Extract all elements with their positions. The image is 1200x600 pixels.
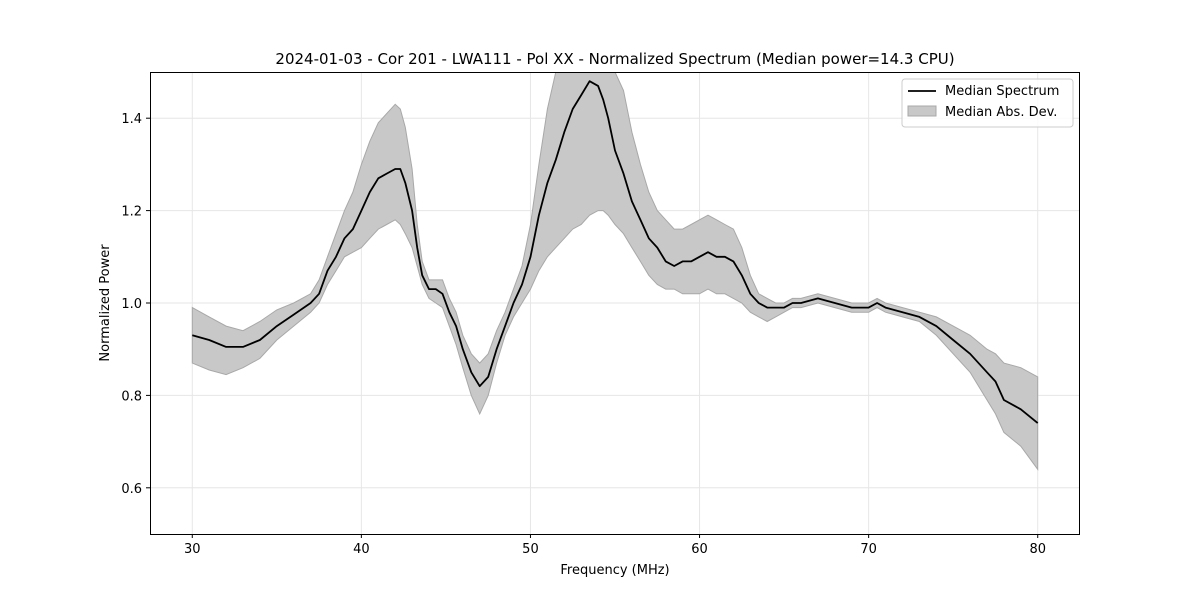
y-tick-label: 1.2 xyxy=(121,205,142,220)
y-axis-ticks: 0.6 0.8 1.0 1.2 1.4 xyxy=(121,112,150,497)
x-tick-label: 60 xyxy=(691,542,708,557)
legend: Median Spectrum Median Abs. Dev. xyxy=(901,78,1074,128)
x-tick-label: 30 xyxy=(184,542,201,557)
x-tick-label: 80 xyxy=(1029,542,1046,557)
median-spectrum-line xyxy=(192,80,1039,424)
y-axis-label: Normalized Power xyxy=(98,244,113,362)
legend-band-swatch xyxy=(907,105,937,117)
axes-frame xyxy=(150,72,1080,535)
legend-label-median-abs-dev: Median Abs. Dev. xyxy=(945,105,1057,120)
y-tick-label: 1.4 xyxy=(121,112,142,127)
legend-label-median-spectrum: Median Spectrum xyxy=(945,84,1059,99)
chart-title: 2024-01-03 - Cor 201 - LWA111 - Pol XX -… xyxy=(275,50,954,68)
x-tick-label: 40 xyxy=(353,542,370,557)
y-tick-label: 1.0 xyxy=(121,297,142,312)
x-tick-label: 70 xyxy=(860,542,877,557)
plot-area xyxy=(191,72,1039,471)
median-abs-dev-band xyxy=(191,72,1039,471)
x-axis-label: Frequency (MHz) xyxy=(560,563,669,578)
data-series xyxy=(191,72,1039,471)
y-tick-label: 0.6 xyxy=(121,482,142,497)
legend-box xyxy=(901,78,1074,128)
x-tick-label: 50 xyxy=(522,542,539,557)
y-tick-label: 0.8 xyxy=(121,389,142,404)
x-axis-ticks: 30 40 50 60 70 80 xyxy=(184,534,1046,557)
